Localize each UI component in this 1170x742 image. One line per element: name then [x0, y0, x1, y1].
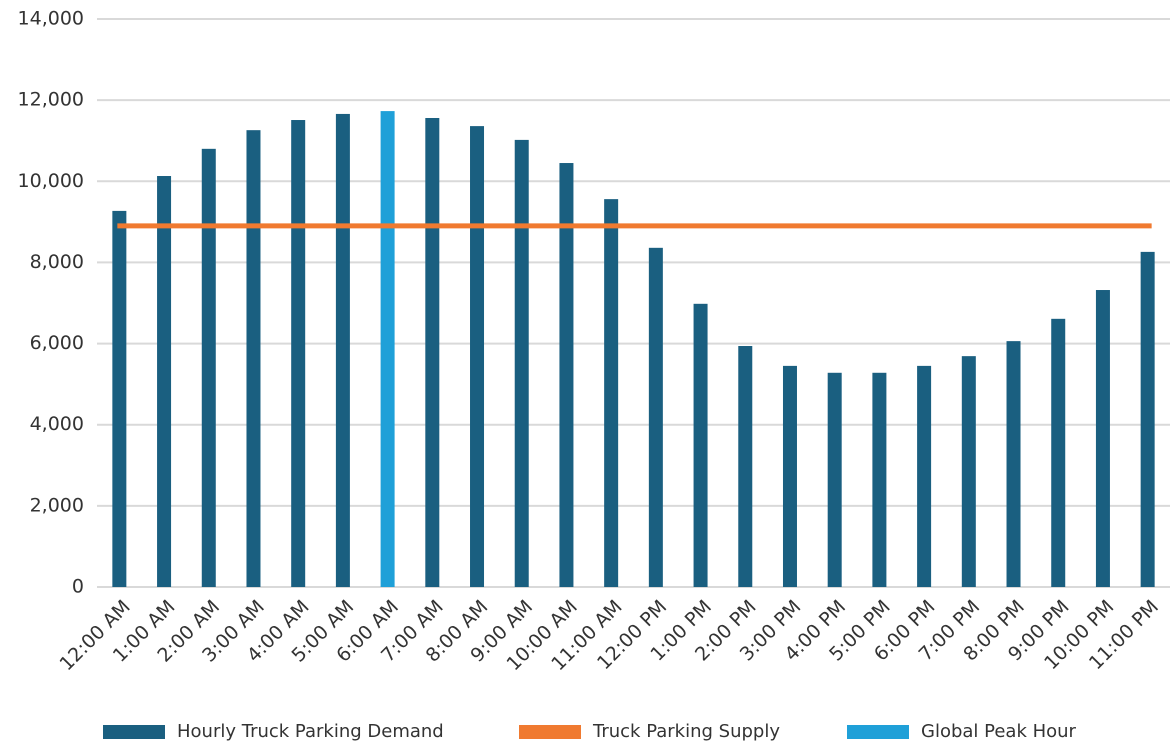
bar — [648, 247, 663, 587]
legend-swatch — [847, 725, 909, 739]
bar — [1140, 251, 1155, 587]
bar — [157, 176, 172, 588]
y-tick-label: 0 — [72, 576, 84, 598]
bar — [1006, 341, 1021, 587]
bar — [291, 120, 306, 587]
legend-swatch — [519, 725, 581, 739]
bar — [604, 199, 619, 587]
bar — [201, 148, 216, 588]
bar — [425, 117, 440, 587]
bar — [872, 372, 887, 587]
y-tick-label: 8,000 — [30, 251, 84, 273]
bar — [470, 126, 485, 587]
bar — [782, 365, 797, 587]
y-tick-label: 6,000 — [30, 332, 84, 354]
y-tick-label: 14,000 — [18, 8, 84, 30]
legend-swatch — [103, 725, 165, 739]
y-tick-label: 4,000 — [30, 413, 84, 435]
bar — [112, 210, 127, 587]
bar — [246, 130, 261, 587]
legend-label: Global Peak Hour — [921, 721, 1077, 742]
y-tick-label: 10,000 — [18, 170, 84, 192]
legend-label: Truck Parking Supply — [592, 721, 780, 742]
bar — [1095, 290, 1110, 587]
bar — [380, 111, 395, 588]
bar — [917, 365, 932, 587]
bar — [335, 113, 350, 588]
bar — [961, 356, 976, 587]
bar — [1051, 318, 1066, 587]
y-tick-label: 2,000 — [30, 494, 84, 516]
bar — [738, 346, 753, 587]
bar — [693, 303, 708, 587]
legend-label: Hourly Truck Parking Demand — [177, 721, 444, 742]
bar — [559, 163, 574, 587]
bar — [514, 139, 529, 587]
y-tick-label: 12,000 — [18, 89, 84, 111]
bar — [827, 372, 842, 587]
